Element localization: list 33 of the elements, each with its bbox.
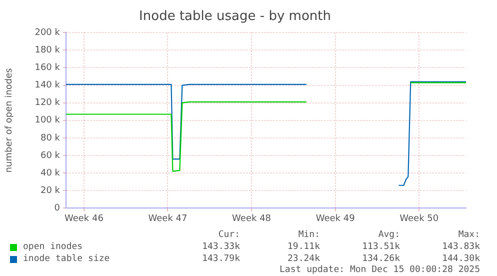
y-tick-label: 60 k: [40, 150, 61, 161]
text: Max:: [457, 230, 480, 240]
text: Min:: [297, 230, 320, 240]
text: 19.11k: [286, 242, 320, 252]
chart-title: Inode table usage - by month: [139, 9, 331, 24]
y-axis-title: number of open inodes: [4, 68, 15, 173]
legend-label: inode table size: [23, 254, 110, 264]
text: 23.24k: [286, 254, 320, 264]
legend-label: open inodes: [23, 242, 83, 252]
text: 143.79k: [201, 254, 240, 264]
text: 143.33k: [201, 242, 240, 252]
y-tick-label: 0: [54, 204, 60, 214]
x-tick-label: Week 46: [64, 214, 104, 224]
text: Last update: Mon Dec 15 00:00:28 2025: [280, 265, 480, 275]
text: Avg:: [377, 230, 400, 240]
text: Cur:: [217, 230, 240, 240]
x-tick-label: Week 50: [400, 214, 439, 224]
x-tick-label: Week 47: [148, 214, 188, 224]
y-tick-label: 80 k: [40, 133, 61, 144]
text: 144.30k: [441, 254, 480, 264]
y-tick-label: 200 k: [34, 28, 61, 38]
y-tick-label: 100 k: [34, 116, 61, 126]
y-tick-label: 40 k: [40, 168, 61, 178]
x-tick-label: Week 48: [232, 214, 272, 224]
y-tick-label: 120 k: [34, 98, 61, 108]
y-tick-label: 160 k: [34, 63, 61, 74]
text: 143.83k: [441, 242, 480, 252]
text: 134.26k: [361, 254, 400, 264]
y-tick-label: 20 k: [40, 186, 61, 196]
y-tick-label: 140 k: [34, 80, 61, 91]
y-tick-label: 180 k: [34, 46, 61, 56]
text: 113.51k: [361, 242, 400, 252]
x-tick-label: Week 49: [316, 214, 356, 224]
